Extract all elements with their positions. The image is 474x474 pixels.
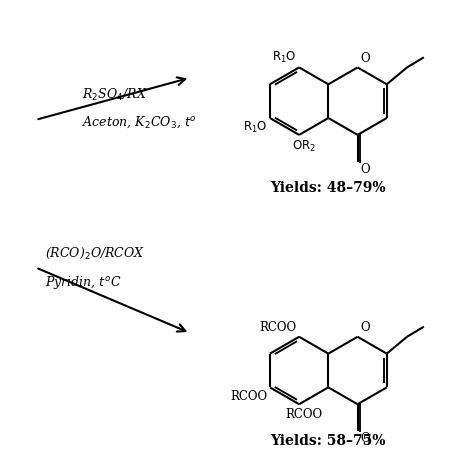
Text: $\mathrm{R_1O}$: $\mathrm{R_1O}$ bbox=[243, 120, 268, 136]
Text: R$_2$SO$_4$/RX: R$_2$SO$_4$/RX bbox=[82, 86, 148, 102]
Text: RCOO: RCOO bbox=[260, 321, 297, 335]
Text: (RCO)$_2$O/RCOX: (RCO)$_2$O/RCOX bbox=[45, 246, 145, 261]
Text: O: O bbox=[360, 163, 370, 176]
Text: Yields: 58–75%: Yields: 58–75% bbox=[271, 434, 386, 448]
Text: Yields: 48–79%: Yields: 48–79% bbox=[271, 181, 386, 195]
Text: Aceton, K$_2$CO$_3$, $t^o$: Aceton, K$_2$CO$_3$, $t^o$ bbox=[82, 114, 197, 130]
Text: Pyridin, $t^o$C: Pyridin, $t^o$C bbox=[45, 273, 121, 291]
Text: O: O bbox=[360, 52, 370, 65]
Text: $\mathrm{OR_2}$: $\mathrm{OR_2}$ bbox=[292, 138, 316, 154]
Text: $\mathrm{R_1O}$: $\mathrm{R_1O}$ bbox=[272, 50, 297, 65]
Text: O: O bbox=[360, 321, 370, 335]
Text: RCOO: RCOO bbox=[285, 408, 322, 421]
Text: O: O bbox=[360, 432, 370, 445]
Text: RCOO: RCOO bbox=[230, 390, 268, 403]
